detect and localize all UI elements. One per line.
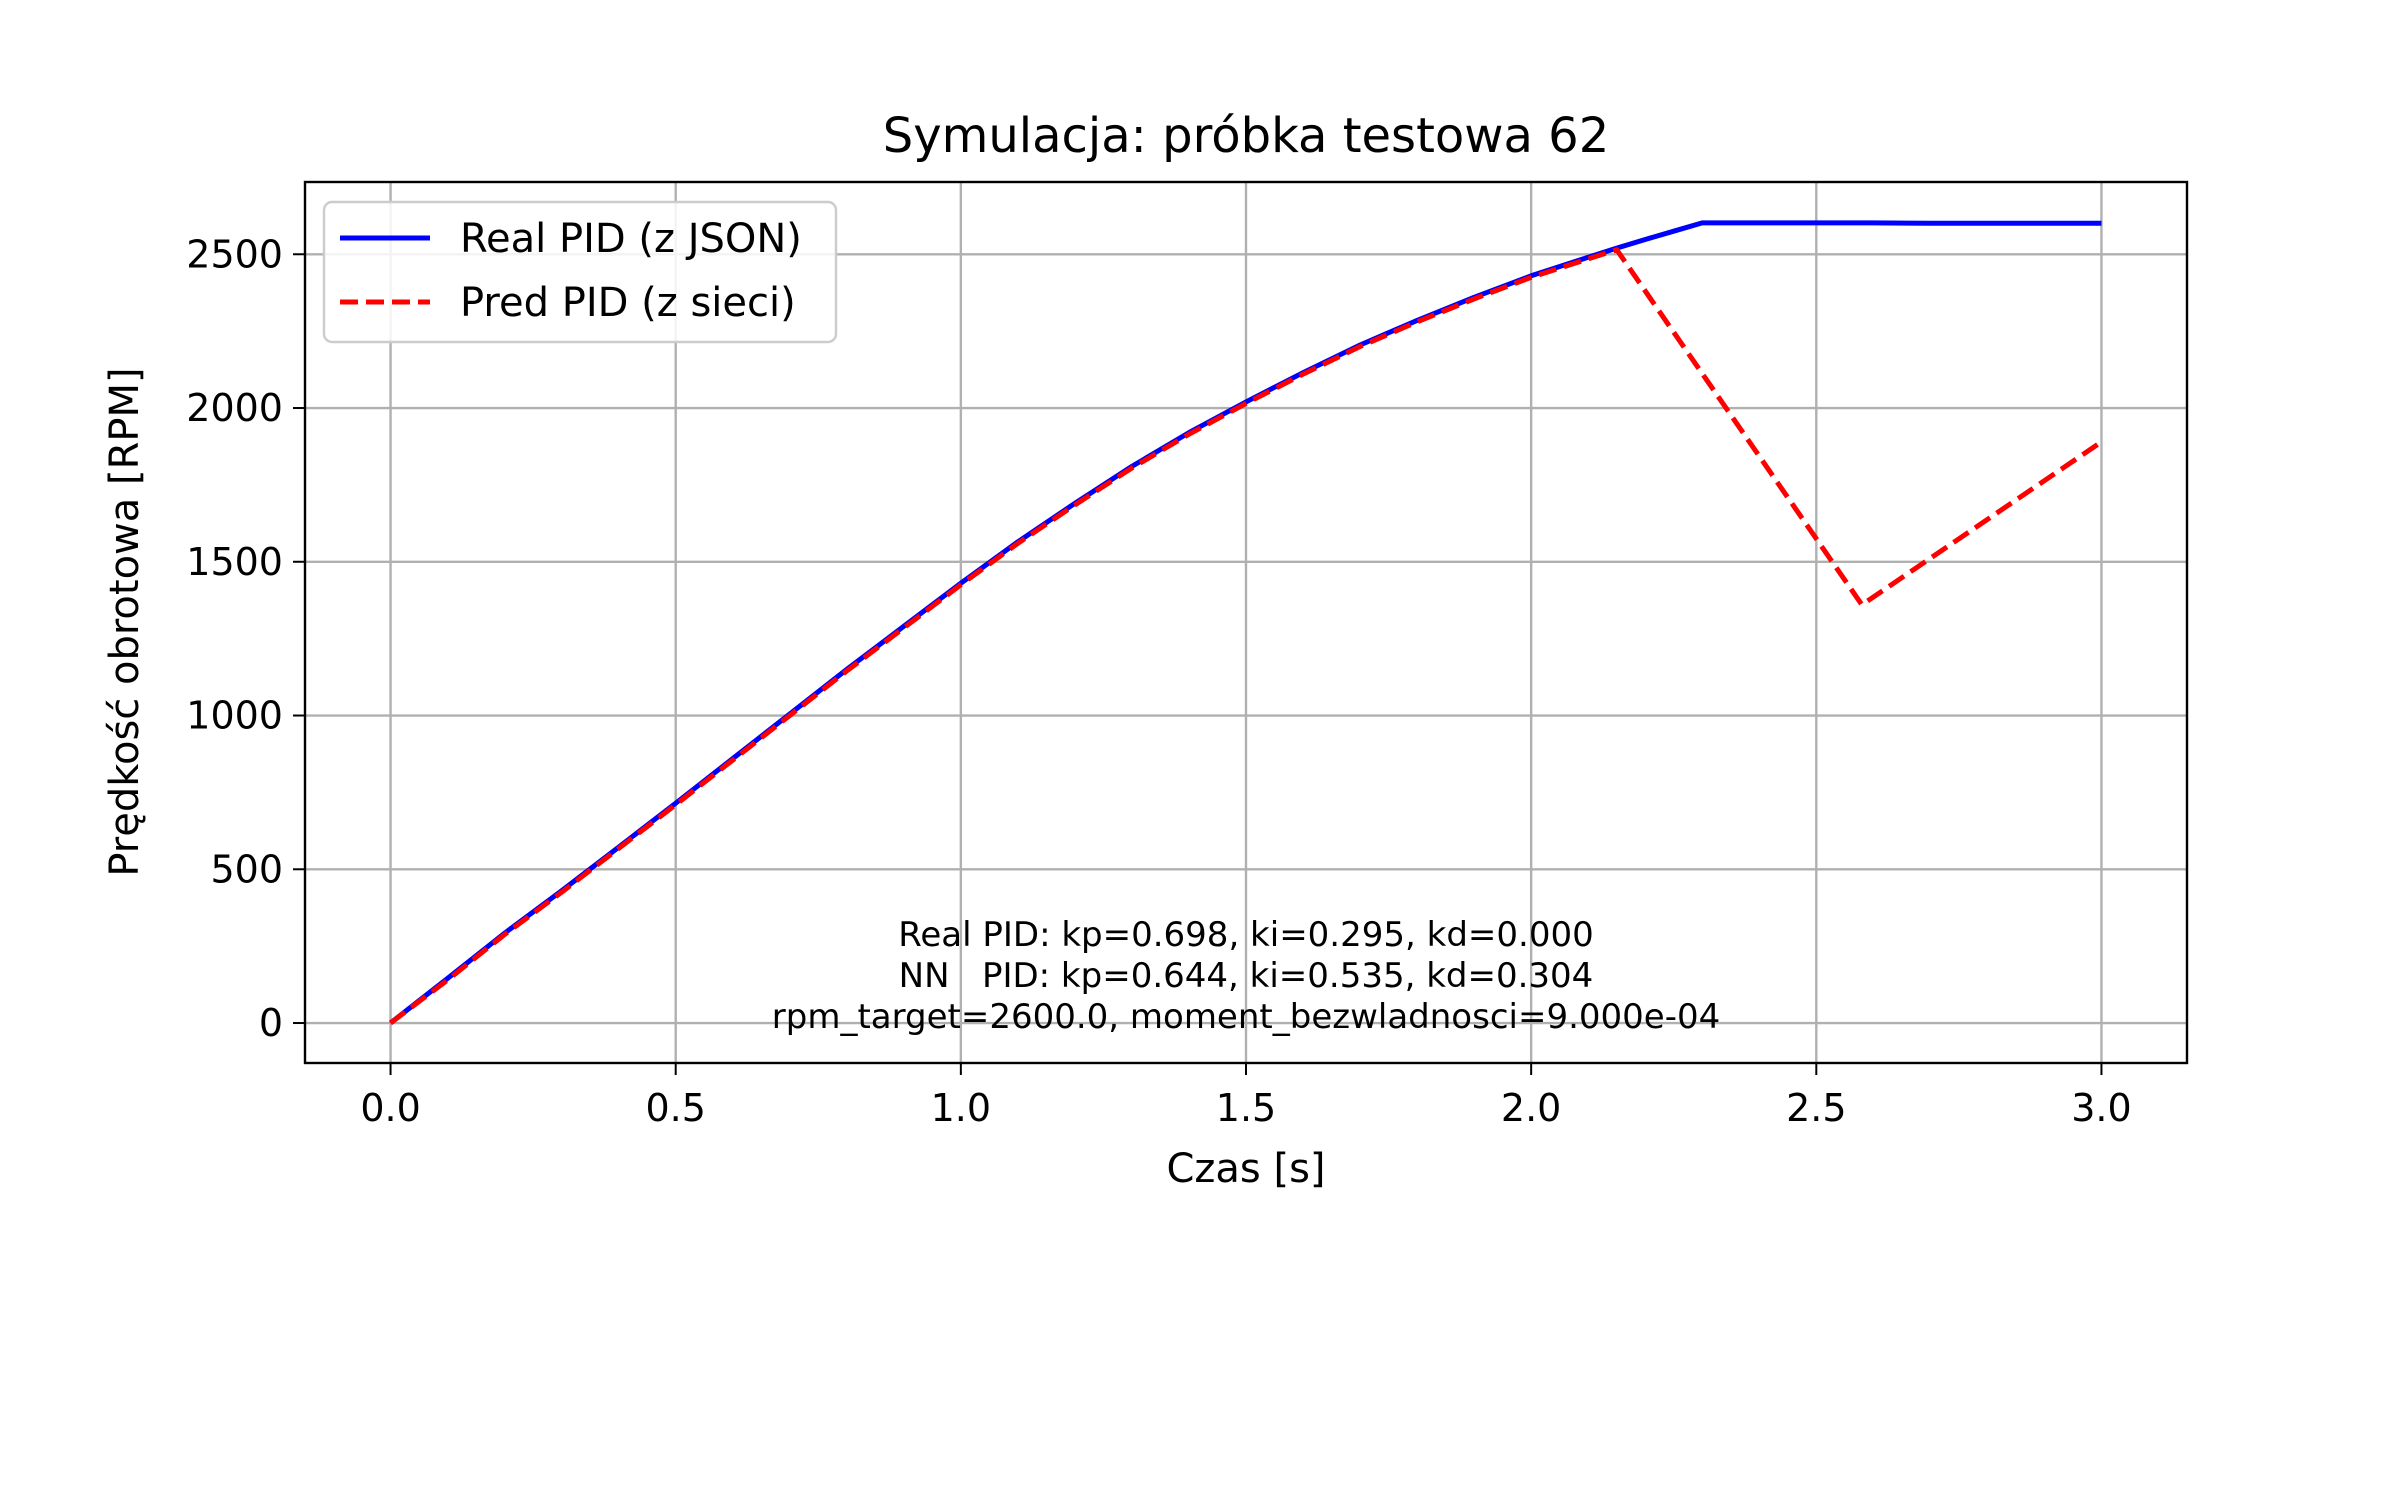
x-tick-label: 0.5 — [645, 1086, 705, 1130]
x-tick-label: 1.0 — [931, 1086, 991, 1130]
x-axis-label: Czas [s] — [1166, 1146, 1325, 1192]
chart-title: Symulacja: próbka testowa 62 — [883, 108, 1610, 164]
x-tick-label: 0.0 — [360, 1086, 420, 1130]
y-tick-label: 2500 — [186, 232, 283, 276]
y-tick-label: 1500 — [186, 540, 283, 584]
y-tick-label: 500 — [210, 847, 283, 891]
y-tick-label: 0 — [259, 1001, 283, 1045]
annotation-line-1: Real PID: kp=0.698, ki=0.295, kd=0.000 — [898, 915, 1593, 955]
y-tick-label: 1000 — [186, 694, 283, 738]
y-axis-label: Prędkość obrotowa [RPM] — [102, 367, 148, 876]
x-tick-label: 1.5 — [1216, 1086, 1276, 1130]
legend-label-pred-pid: Pred PID (z sieci) — [460, 280, 796, 326]
x-tick-label: 2.5 — [1786, 1086, 1846, 1130]
x-tick-label: 2.0 — [1501, 1086, 1561, 1130]
annotation-line-3: rpm_target=2600.0, moment_bezwladnosci=9… — [772, 997, 1720, 1037]
annotation-line-2: NN PID: kp=0.644, ki=0.535, kd=0.304 — [899, 956, 1594, 996]
legend: Real PID (z JSON) Pred PID (z sieci) — [324, 202, 836, 342]
x-tick-label: 3.0 — [2071, 1086, 2131, 1130]
y-tick-label: 2000 — [186, 386, 283, 430]
legend-label-real-pid: Real PID (z JSON) — [460, 216, 802, 262]
